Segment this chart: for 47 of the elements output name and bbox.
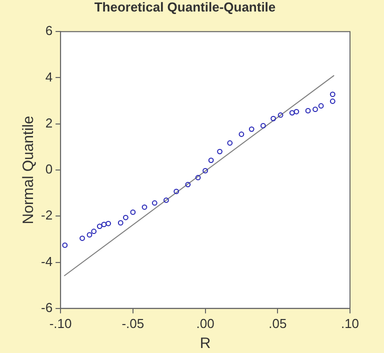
point [62, 242, 68, 248]
point [122, 214, 128, 220]
point [248, 126, 254, 132]
y-axis-title: Normal Quantile [20, 116, 38, 224]
x-axis-title: R [200, 335, 211, 352]
point [164, 198, 169, 203]
x-tick-label: .10 [340, 316, 360, 331]
point [202, 168, 208, 174]
x-tick-label: -.10 [49, 316, 72, 331]
point [91, 228, 97, 234]
point [312, 106, 318, 112]
point [195, 174, 201, 180]
y-tick-label: 4 [45, 69, 53, 84]
point [174, 188, 180, 194]
point [80, 236, 85, 241]
point [142, 204, 148, 210]
point [289, 110, 295, 116]
y-tick-label: -2 [40, 208, 53, 223]
point [86, 232, 92, 238]
y-tick-label: -4 [40, 254, 53, 269]
point [318, 103, 324, 109]
y-tick-label: 0 [45, 162, 53, 177]
point [294, 108, 300, 114]
point [118, 220, 124, 226]
point [330, 92, 336, 98]
point [106, 220, 112, 226]
y-tick-label: 6 [45, 23, 53, 38]
point [96, 224, 102, 229]
y-tick-label: -6 [40, 300, 53, 315]
x-tick-label: -.05 [122, 316, 144, 331]
point [238, 132, 244, 137]
point [227, 140, 233, 146]
point [101, 222, 107, 228]
point [330, 98, 336, 104]
point [270, 116, 276, 122]
point [305, 108, 311, 114]
point [152, 200, 158, 206]
x-tick-label: .05 [268, 316, 287, 331]
chart-title: Theoretical Quantile-Quantile [94, 0, 276, 14]
point [208, 158, 214, 164]
point [260, 123, 266, 128]
point [217, 148, 222, 154]
x-tick-label: .00 [196, 316, 214, 331]
y-tick-label: 2 [45, 115, 53, 130]
point [185, 182, 191, 188]
point [130, 210, 136, 215]
point [278, 112, 284, 118]
